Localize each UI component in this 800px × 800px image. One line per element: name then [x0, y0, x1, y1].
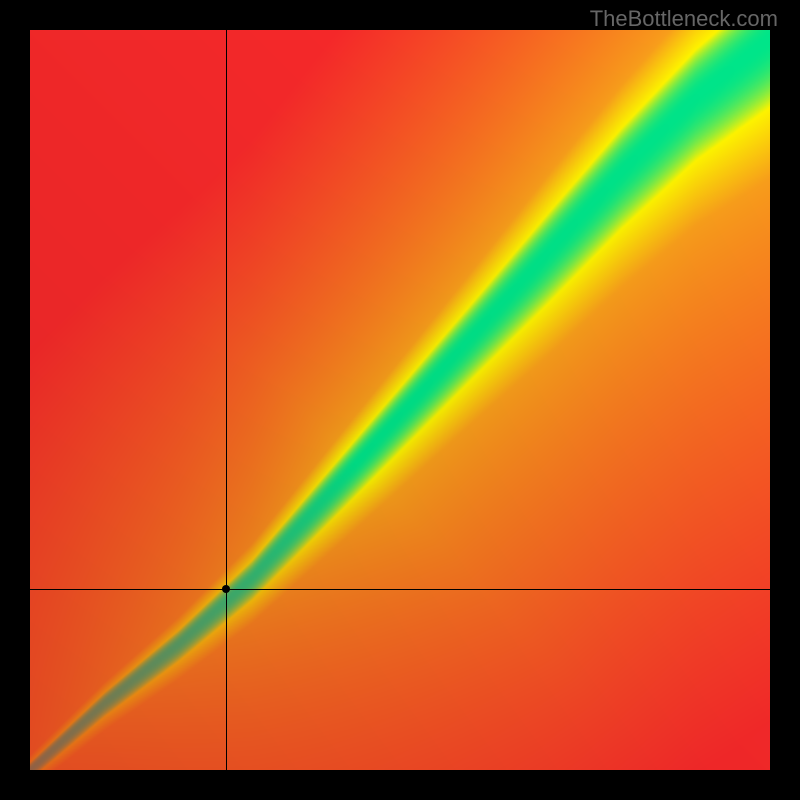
watermark-text: TheBottleneck.com: [590, 6, 778, 32]
crosshair-vertical: [226, 30, 227, 770]
bottleneck-heatmap: [30, 30, 770, 770]
crosshair-horizontal: [30, 589, 770, 590]
data-point-marker: [222, 585, 230, 593]
chart-container: TheBottleneck.com: [0, 0, 800, 800]
